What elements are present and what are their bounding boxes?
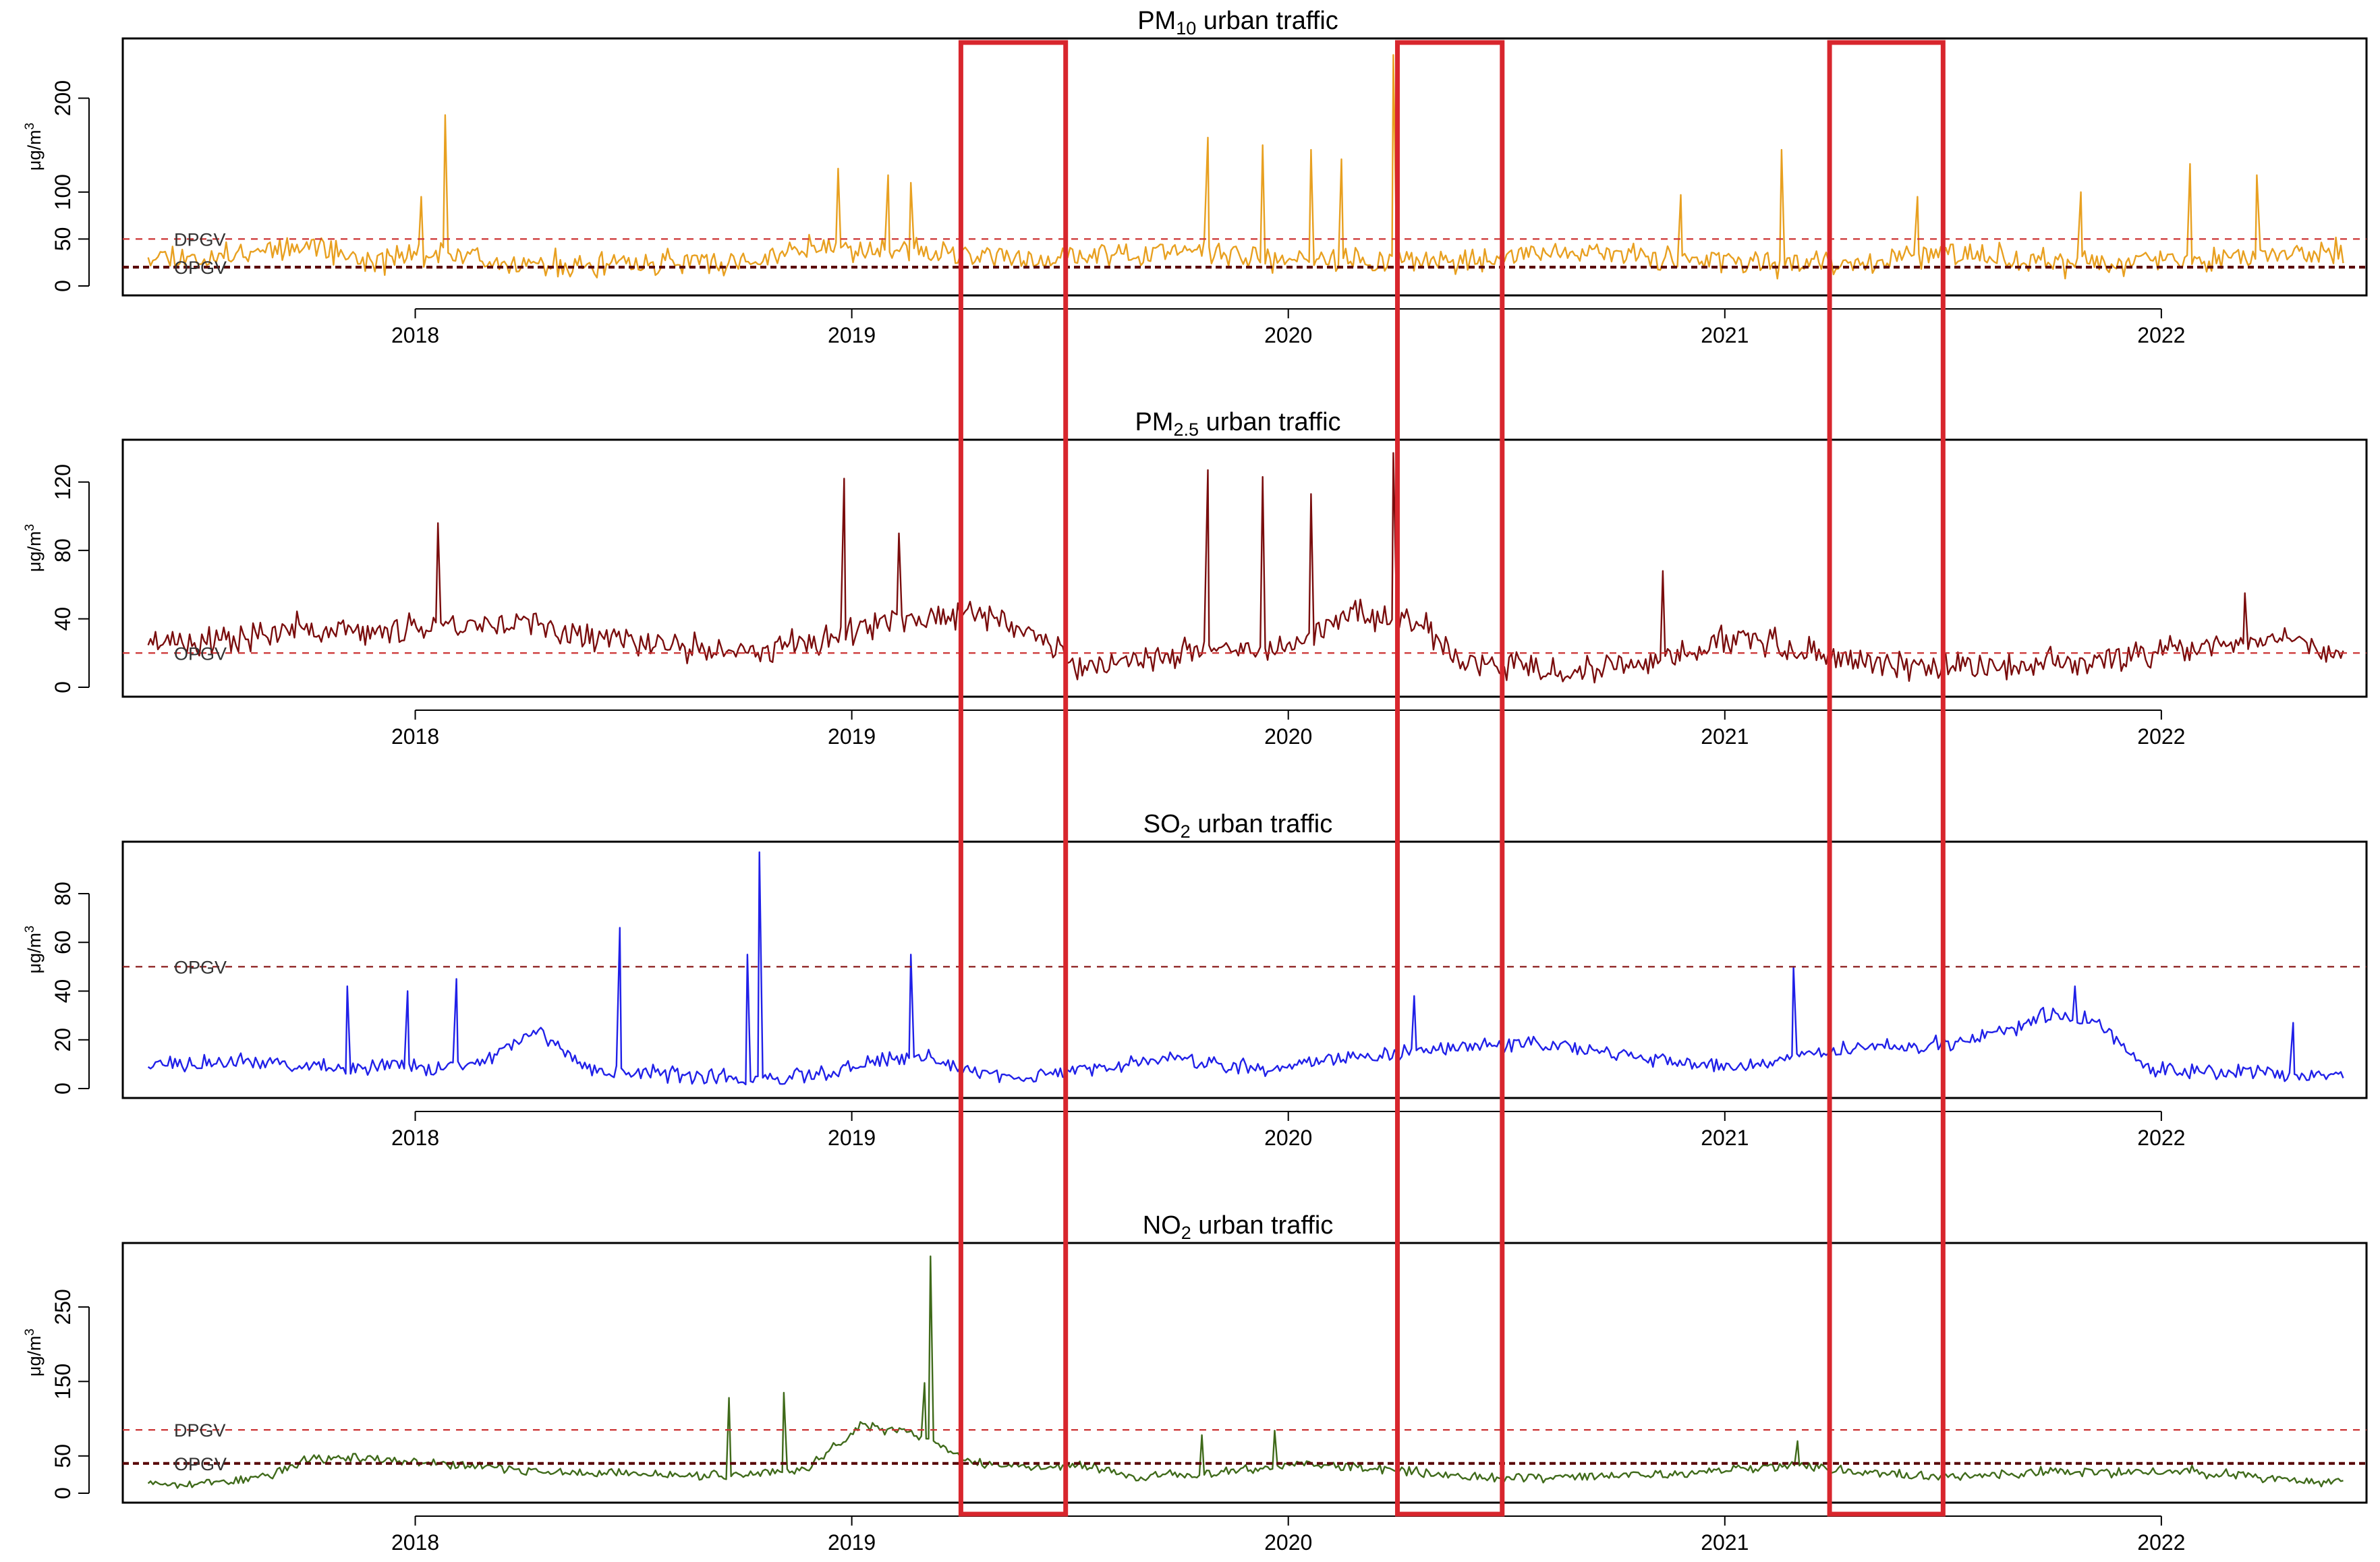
chart-title: PM10 urban traffic [1137, 7, 1338, 38]
panel-1: PM10 urban traffic μg/m3 0 50 100 200 2018 2019… [23, 7, 2368, 347]
series-line [147, 54, 2344, 280]
x-tick-label: 2022 [2137, 724, 2185, 749]
y-axis-label: μg/m3 [23, 1329, 45, 1377]
y-tick-label: 80 [51, 881, 75, 906]
x-tick-label: 2018 [391, 724, 439, 749]
plot-frame [121, 840, 2368, 1099]
x-tick-label: 2019 [828, 1530, 876, 1555]
x-tick-label: 2018 [391, 1530, 439, 1555]
x-tick-label: 2022 [2137, 323, 2185, 347]
y-axis-label: μg/m3 [23, 524, 45, 572]
y-tick-label: 20 [51, 1028, 75, 1052]
x-tick-label: 2018 [391, 1126, 439, 1150]
y-tick-label: 50 [51, 227, 75, 252]
y-tick-label: 200 [51, 80, 75, 116]
plot-frame [121, 438, 2368, 698]
x-tick-label: 2020 [1264, 323, 1312, 347]
x-tick-label: 2020 [1264, 1126, 1312, 1150]
x-tick-label: 2021 [1701, 323, 1749, 347]
chart-title: PM2.5 urban traffic [1135, 408, 1340, 440]
x-tick-label: 2019 [828, 323, 876, 347]
y-tick-label: 120 [51, 464, 75, 500]
x-tick-label: 2019 [828, 724, 876, 749]
plot-frame [121, 37, 2368, 297]
ref-label-dpgv: DPGV [174, 1420, 226, 1441]
series-line [147, 851, 2344, 1086]
y-tick-label: 0 [51, 1487, 75, 1499]
y-tick-label: 0 [51, 1082, 75, 1095]
y-tick-label: 40 [51, 607, 75, 631]
panel-3: SO2 urban traffic μg/m3 0 20 40 60 80 2018 2019 2… [23, 810, 2368, 1150]
ref-label-dpgv: DPGV [174, 229, 226, 250]
y-axis-label: μg/m3 [23, 123, 45, 171]
highlight-box-2 [1394, 40, 1505, 1517]
x-tick-label: 2020 [1264, 1530, 1312, 1555]
y-tick-label: 150 [51, 1364, 75, 1399]
ref-label-opgv: OPGV [174, 258, 227, 278]
highlight-boxes [958, 40, 1946, 1517]
x-tick-label: 2018 [391, 323, 439, 347]
panel-4: NO2 urban traffic μg/m3 0 50 150 250 2018 2019 2… [23, 1211, 2368, 1555]
ref-label-opgv: OPGV [174, 1454, 227, 1474]
y-tick-label: 0 [51, 280, 75, 292]
x-tick-label: 2021 [1701, 724, 1749, 749]
x-tick-label: 2019 [828, 1126, 876, 1150]
x-tick-label: 2020 [1264, 724, 1312, 749]
series-line [147, 452, 2344, 684]
panel-2: PM2.5 urban traffic μg/m3 0 40 80 120 2018 2019… [23, 408, 2368, 749]
chart-title: NO2 urban traffic [1143, 1211, 1334, 1243]
y-tick-label: 50 [51, 1444, 75, 1468]
y-tick-label: 0 [51, 681, 75, 693]
y-tick-label: 250 [51, 1289, 75, 1325]
x-tick-label: 2021 [1701, 1530, 1749, 1555]
plot-frame [121, 1242, 2368, 1504]
ref-label-opgv: OPGV [174, 957, 227, 977]
x-tick-label: 2021 [1701, 1126, 1749, 1150]
series-line [147, 1255, 2344, 1489]
highlight-box-1 [958, 40, 1069, 1517]
chart-title: SO2 urban traffic [1143, 810, 1332, 842]
ref-label-opgv: OPGV [174, 643, 227, 664]
highlight-box-3 [1827, 40, 1946, 1517]
y-tick-label: 60 [51, 930, 75, 954]
x-tick-label: 2022 [2137, 1530, 2185, 1555]
x-tick-label: 2022 [2137, 1126, 2185, 1150]
y-tick-label: 80 [51, 538, 75, 562]
y-tick-label: 40 [51, 979, 75, 1004]
y-tick-label: 100 [51, 174, 75, 210]
y-axis-label: μg/m3 [23, 925, 45, 973]
